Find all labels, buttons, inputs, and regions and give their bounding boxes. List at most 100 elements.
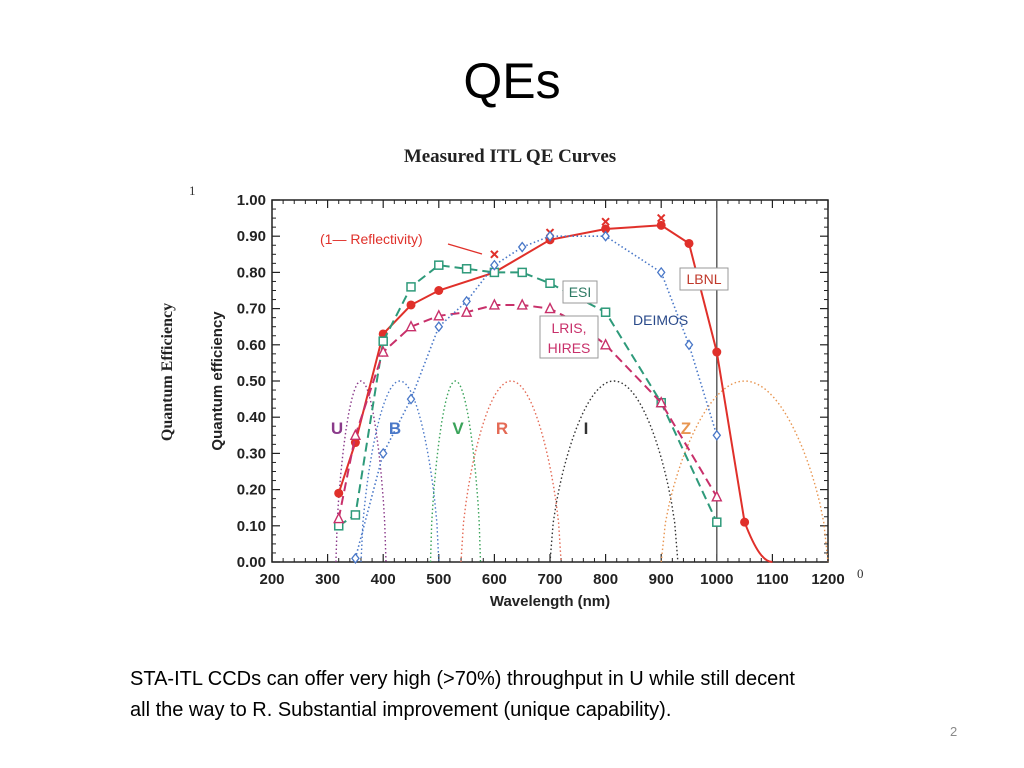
filter-curve-r — [460, 380, 562, 563]
data-point-lbnl — [406, 300, 416, 310]
data-point-deimos — [601, 230, 610, 242]
data-point-deimos — [378, 447, 388, 459]
x-tick-label: 200 — [259, 571, 284, 588]
annotation-reflectivity-arrow — [447, 243, 483, 255]
x-tick-label: 800 — [593, 571, 618, 588]
annotation-lris: LRIS, — [551, 320, 586, 336]
annotation-deimos: DEIMOS — [633, 312, 688, 328]
y-tick-label: 1.00 — [237, 192, 266, 209]
x-tick-label: 1200 — [811, 571, 844, 588]
x-marker-stroke — [601, 217, 610, 226]
y-tick-label: 0.50 — [237, 373, 266, 390]
x-tick-label: 600 — [482, 571, 507, 588]
annotation-lbnl: LBNL — [686, 271, 721, 287]
y-axis-label: Quantum efficiency — [209, 311, 226, 451]
y-tick-label: 0.60 — [237, 337, 266, 354]
data-point-lris-hires — [333, 511, 345, 524]
data-point-deimos — [712, 429, 722, 441]
filter-curve-b — [360, 380, 440, 563]
data-point-deimos — [462, 295, 471, 307]
data-point-lris-hires — [377, 345, 389, 357]
y-tick-label: 0.80 — [237, 264, 266, 281]
data-point-esi — [600, 307, 611, 317]
data-point-esi — [461, 264, 472, 274]
data-point-lbnl — [601, 224, 611, 234]
plot-frame — [271, 199, 829, 563]
qe-chart: 200 300 400 500 600 700 800 900 1000 1100 1200 0.00… — [209, 192, 845, 610]
data-point-lris-hires — [711, 490, 723, 502]
filter-label-r: R — [496, 419, 508, 438]
data-point-esi — [712, 517, 722, 527]
data-point-esi — [350, 510, 361, 520]
x-tick-label: 500 — [426, 571, 451, 588]
data-point-deimos — [656, 266, 666, 278]
annotation-esi: ESI — [569, 284, 592, 300]
filter-label-b: B — [389, 419, 401, 438]
x-tick-label: 900 — [649, 571, 674, 588]
data-point-lbnl — [712, 347, 722, 357]
data-point-lbnl — [656, 220, 666, 230]
x-tick-label: 300 — [315, 571, 340, 588]
data-point-lris-hires — [433, 309, 445, 321]
caption-line-2: all the way to R. Substantial improvemen… — [130, 699, 672, 721]
series-line-lbnl — [337, 224, 746, 523]
x-tick-label: 1000 — [700, 571, 733, 588]
data-point-deimos — [406, 393, 416, 405]
chart-title: Measured ITL QE Curves — [403, 146, 617, 167]
y-tick-label: 0.70 — [237, 301, 266, 318]
data-point-reflectivity — [490, 250, 499, 259]
y-tick-label: 0.10 — [237, 518, 266, 535]
annotation-lris-box — [539, 315, 599, 359]
data-point-esi — [434, 260, 444, 270]
data-point-lris-hires — [460, 305, 473, 317]
data-point-deimos — [434, 321, 444, 333]
stray-top-label: 1 — [189, 183, 196, 198]
y-tick-label: 0.00 — [237, 554, 266, 571]
y-tick-label: 0.90 — [237, 228, 266, 245]
filter-curve-i — [549, 380, 679, 563]
annotation-hires: HIRES — [548, 340, 591, 356]
data-point-deimos — [545, 230, 555, 242]
data-point-lris-hires — [655, 396, 667, 408]
stray-right-label: 0 — [857, 566, 864, 581]
data-point-esi — [545, 278, 555, 289]
data-point-reflectivity — [601, 217, 610, 226]
filter-curve-u — [335, 380, 387, 563]
x-tick-label: 400 — [371, 571, 396, 588]
x-tick-label: 700 — [537, 571, 562, 588]
data-point-deimos — [517, 241, 527, 253]
series-line-lbnl-tail — [743, 521, 773, 563]
x-marker-stroke — [490, 250, 499, 259]
y-tick-label: 0.40 — [237, 409, 266, 426]
data-point-lris-hires — [599, 338, 612, 350]
filter-label-i: I — [584, 419, 589, 438]
annotation-esi-box — [562, 280, 598, 304]
filter-curve-v — [429, 380, 482, 563]
data-point-esi — [378, 336, 388, 346]
filter-label-z: Z — [681, 419, 691, 438]
filter-label-u: U — [331, 419, 343, 438]
filter-label-v: V — [452, 419, 464, 438]
series-line-deimos — [354, 235, 718, 559]
data-point-lbnl — [334, 488, 344, 498]
x-tick-label: 1100 — [756, 571, 789, 588]
data-point-lris-hires — [349, 428, 362, 440]
data-point-esi — [517, 267, 527, 278]
data-point-lris-hires — [488, 298, 501, 310]
series-line-lris-hires — [337, 304, 718, 519]
slide-title: QEs — [463, 53, 561, 109]
data-point-deimos — [351, 552, 360, 564]
y-tick-label: 0.20 — [237, 482, 266, 499]
filter-curve-z — [660, 380, 829, 563]
data-point-lris-hires — [405, 320, 417, 332]
x-axis-label: Wavelength (nm) — [490, 593, 610, 610]
y-tick-label: 0.30 — [237, 445, 266, 462]
slide-caption: STA-ITL CCDs can offer very high (>70%) … — [130, 664, 910, 726]
data-point-deimos — [684, 339, 694, 351]
page-number: 2 — [950, 724, 958, 739]
data-point-deimos — [490, 259, 499, 271]
annotation-reflectivity: (1— Reflectivity) — [320, 231, 423, 247]
data-point-reflectivity — [656, 213, 666, 223]
data-point-lbnl — [434, 286, 444, 295]
data-point-lris-hires — [544, 302, 556, 314]
